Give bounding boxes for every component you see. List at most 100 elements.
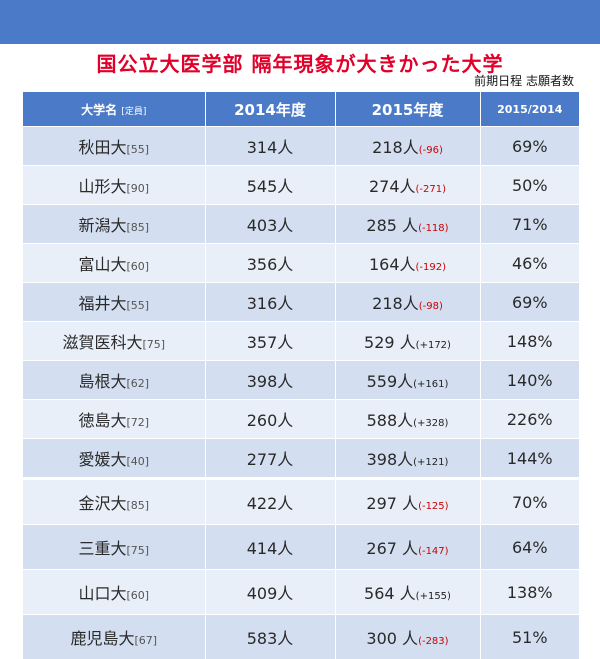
quota-value: [55] xyxy=(126,143,149,156)
applicants-2014: 316人 xyxy=(205,283,335,322)
header-university-label: 大学名 xyxy=(81,103,117,117)
applicants-2015: 285 人 xyxy=(366,216,418,235)
change-value: (-147) xyxy=(418,546,449,557)
applicants-2014: 356人 xyxy=(205,244,335,283)
applicants-2014: 357人 xyxy=(205,322,335,361)
top-banner xyxy=(0,0,600,44)
applicants-2015-cell: 218人(-98) xyxy=(335,283,480,322)
applicants-table: 大学名 [定員] 2014年度 2015年度 2015/2014 秋田大[55]… xyxy=(23,92,579,659)
quota-value: [62] xyxy=(126,377,149,390)
applicants-2015: 297 人 xyxy=(366,494,418,513)
university-name: 滋賀医科大 xyxy=(62,333,142,352)
quota-value: [72] xyxy=(126,416,149,429)
applicants-2015-cell: 218人(-96) xyxy=(335,127,480,166)
applicants-2015: 218人 xyxy=(372,138,419,157)
applicants-2015: 529 人 xyxy=(364,333,416,352)
university-name: 福井大 xyxy=(78,294,126,313)
applicants-2015-cell: 164人(-192) xyxy=(335,244,480,283)
university-name: 鹿児島大 xyxy=(70,629,134,648)
ratio-value: 69% xyxy=(480,127,579,166)
university-cell: 鹿児島大[67] xyxy=(23,615,205,659)
header-quota-label: [定員] xyxy=(121,107,146,117)
table-header-row: 大学名 [定員] 2014年度 2015年度 2015/2014 xyxy=(23,92,579,127)
university-cell: 山口大[60] xyxy=(23,570,205,615)
header-university: 大学名 [定員] xyxy=(23,92,205,127)
applicants-2015-cell: 274人(-271) xyxy=(335,166,480,205)
applicants-2015-cell: 398人(+121) xyxy=(335,439,480,479)
ratio-value: 140% xyxy=(480,361,579,400)
applicants-2014: 277人 xyxy=(205,439,335,479)
applicants-2015-cell: 267 人(-147) xyxy=(335,525,480,570)
ratio-value: 69% xyxy=(480,283,579,322)
university-cell: 富山大[60] xyxy=(23,244,205,283)
change-value: (-96) xyxy=(419,145,443,156)
applicants-2014: 398人 xyxy=(205,361,335,400)
ratio-value: 64% xyxy=(480,525,579,570)
university-cell: 徳島大[72] xyxy=(23,400,205,439)
university-name: 徳島大 xyxy=(78,411,126,430)
change-value: (+161) xyxy=(413,379,448,390)
quota-value: [75] xyxy=(142,338,165,351)
ratio-value: 144% xyxy=(480,439,579,479)
university-name: 金沢大 xyxy=(78,494,126,513)
change-value: (+155) xyxy=(416,591,451,602)
applicants-2015: 398人 xyxy=(367,450,414,469)
header-ratio: 2015/2014 xyxy=(480,92,579,127)
applicants-2014: 260人 xyxy=(205,400,335,439)
change-value: (-192) xyxy=(416,262,447,273)
quota-value: [90] xyxy=(126,182,149,195)
university-cell: 三重大[75] xyxy=(23,525,205,570)
ratio-value: 51% xyxy=(480,615,579,659)
header-2015: 2015年度 xyxy=(335,92,480,127)
quota-value: [40] xyxy=(126,455,149,468)
applicants-2014: 422人 xyxy=(205,479,335,525)
university-name: 愛媛大 xyxy=(78,450,126,469)
applicants-2014: 414人 xyxy=(205,525,335,570)
university-name: 山口大 xyxy=(78,584,126,603)
change-value: (+121) xyxy=(413,457,448,468)
university-cell: 愛媛大[40] xyxy=(23,439,205,479)
applicants-2015: 564 人 xyxy=(364,584,416,603)
applicants-2014: 403人 xyxy=(205,205,335,244)
applicants-2014: 314人 xyxy=(205,127,335,166)
ratio-value: 138% xyxy=(480,570,579,615)
applicants-2015-cell: 300 人(-283) xyxy=(335,615,480,659)
university-cell: 金沢大[85] xyxy=(23,479,205,525)
quota-value: [85] xyxy=(126,221,149,234)
applicants-2015: 559人 xyxy=(367,372,414,391)
applicants-2015: 274人 xyxy=(369,177,416,196)
ratio-value: 148% xyxy=(480,322,579,361)
university-cell: 新潟大[85] xyxy=(23,205,205,244)
quota-value: [60] xyxy=(126,260,149,273)
applicants-2014: 545人 xyxy=(205,166,335,205)
university-name: 秋田大 xyxy=(78,138,126,157)
applicants-2015-cell: 285 人(-118) xyxy=(335,205,480,244)
applicants-2015-cell: 559人(+161) xyxy=(335,361,480,400)
ratio-value: 226% xyxy=(480,400,579,439)
applicants-2015-cell: 588人(+328) xyxy=(335,400,480,439)
university-cell: 滋賀医科大[75] xyxy=(23,322,205,361)
applicants-2015-cell: 564 人(+155) xyxy=(335,570,480,615)
applicants-2015-cell: 529 人(+172) xyxy=(335,322,480,361)
applicants-2015: 588人 xyxy=(367,411,414,430)
ratio-value: 71% xyxy=(480,205,579,244)
ratio-value: 70% xyxy=(480,479,579,525)
change-value: (-98) xyxy=(419,301,443,312)
university-cell: 山形大[90] xyxy=(23,166,205,205)
change-value: (-271) xyxy=(416,184,447,195)
quota-value: [67] xyxy=(134,634,157,647)
ratio-value: 50% xyxy=(480,166,579,205)
applicants-2015: 218人 xyxy=(372,294,419,313)
applicants-2015-cell: 297 人(-125) xyxy=(335,479,480,525)
change-value: (-283) xyxy=(418,636,449,647)
